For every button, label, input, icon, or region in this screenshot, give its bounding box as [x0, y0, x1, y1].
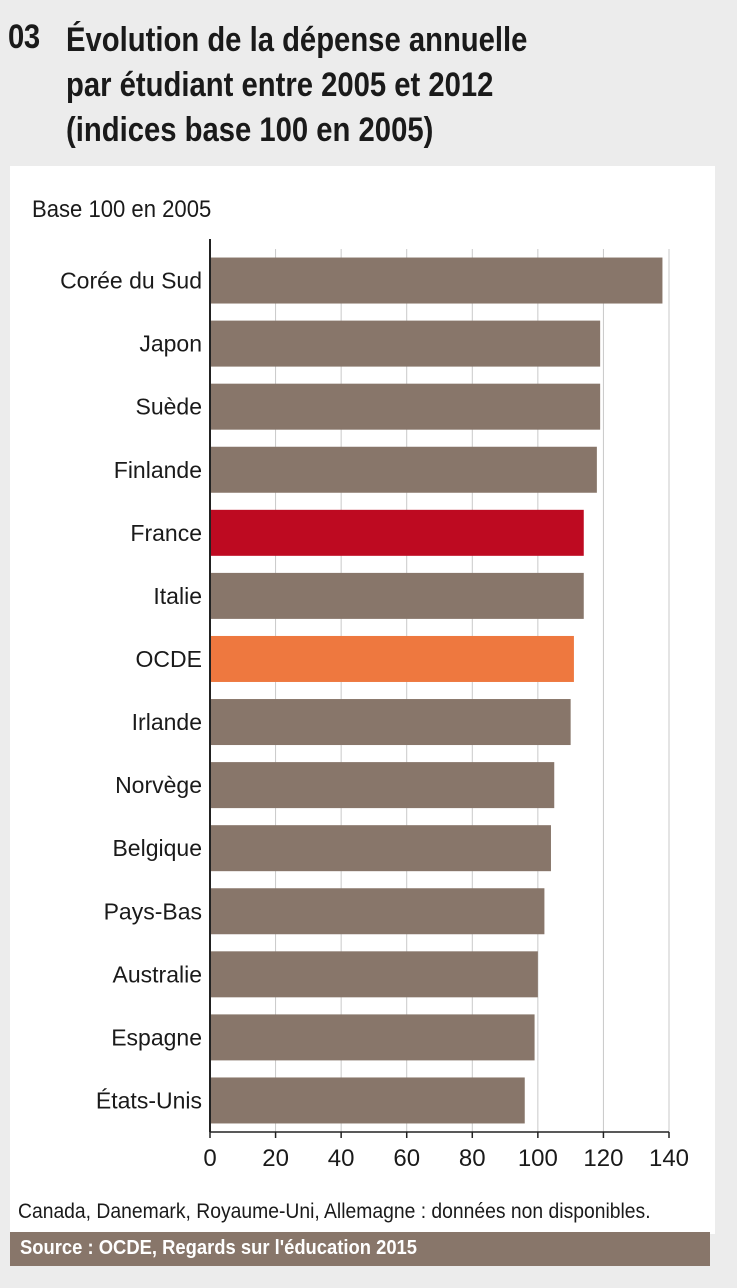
bar-ocde — [210, 635, 574, 682]
category-label: États-Unis — [96, 1087, 202, 1113]
figure-number: 03 — [8, 18, 40, 56]
bar-belgique — [210, 825, 551, 872]
bar-espagne — [210, 1014, 535, 1061]
bar-norv-ge — [210, 762, 555, 809]
category-label: Norvège — [115, 772, 202, 798]
category-label: Belgique — [112, 835, 202, 861]
category-label: Suède — [135, 394, 202, 420]
category-label: Irlande — [132, 709, 202, 735]
category-label: Pays-Bas — [104, 898, 202, 924]
category-label: Japon — [139, 331, 202, 357]
category-label: Espagne — [111, 1024, 202, 1050]
bar--tats-unis — [210, 1077, 525, 1124]
source-bar: Source : OCDE, Regards sur l'éducation 2… — [10, 1232, 710, 1266]
x-tick-label: 40 — [328, 1145, 355, 1172]
category-label: OCDE — [136, 646, 202, 672]
x-tick-label: 120 — [583, 1145, 623, 1172]
figure-header: 03 Évolution de la dépense annuelle par … — [0, 0, 737, 165]
bar-irlande — [210, 699, 571, 746]
bar-japon — [210, 320, 601, 367]
x-tick-label: 20 — [262, 1145, 289, 1172]
bar-cor-e-du-sud — [210, 257, 663, 304]
bar-su-de — [210, 383, 601, 430]
x-tick-label: 60 — [393, 1145, 420, 1172]
category-label: Italie — [153, 583, 202, 609]
x-tick-label: 80 — [459, 1145, 486, 1172]
x-tick-label: 140 — [649, 1145, 689, 1172]
source-text: Source : OCDE, Regards sur l'éducation 2… — [20, 1237, 418, 1259]
category-label: Finlande — [114, 457, 202, 483]
bar-chart: Corée du Sud Japon Suède Finlande France Ital… — [60, 239, 689, 1172]
category-label: France — [130, 520, 202, 546]
category-label: Corée du Sud — [60, 268, 202, 294]
chart-subtitle: Base 100 en 2005 — [32, 196, 212, 223]
bar-finlande — [210, 446, 597, 493]
figure-title: Évolution de la dépense annuelle par étu… — [66, 21, 528, 149]
chart-note: Canada, Danemark, Royaume-Uni, Allemagne… — [18, 1200, 651, 1223]
x-tick-label: 0 — [203, 1145, 216, 1172]
x-tick-label: 100 — [518, 1145, 558, 1172]
bar-france — [210, 509, 584, 556]
bar-pays-bas — [210, 888, 545, 935]
bar-italie — [210, 572, 584, 619]
bar-australie — [210, 951, 538, 998]
chart-panel: Base 100 en 2005 Corée du Sud Japon Suède F… — [10, 166, 715, 1234]
category-label: Australie — [113, 961, 202, 987]
footer-padding — [0, 1266, 737, 1288]
